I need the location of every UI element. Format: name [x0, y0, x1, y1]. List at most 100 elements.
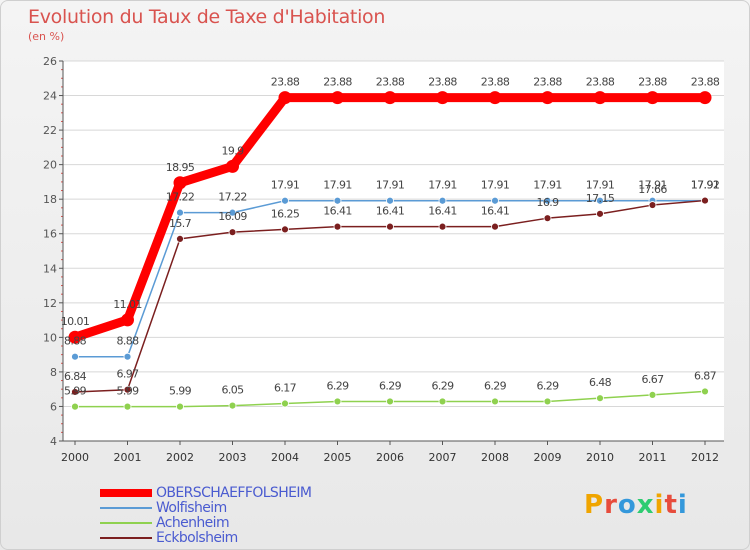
- data-point: [596, 394, 604, 403]
- data-point: [173, 176, 187, 190]
- logo-letter: r: [604, 490, 618, 520]
- data-point: [543, 397, 552, 406]
- logo-letter: i: [654, 490, 665, 520]
- data-point: [438, 397, 447, 406]
- y-tick-label: 18: [43, 193, 57, 206]
- data-label: 17.91: [376, 179, 405, 192]
- proxiti-logo: Proxiti: [584, 490, 688, 520]
- x-tick-label: 2001: [114, 451, 142, 464]
- data-label: 5.99: [116, 385, 139, 398]
- data-label: 6.29: [379, 379, 402, 392]
- y-tick-label: 14: [43, 262, 57, 275]
- legend-swatch: [100, 537, 152, 539]
- data-label: 17.91: [271, 179, 300, 192]
- x-tick-label: 2004: [271, 451, 299, 464]
- data-point: [543, 214, 552, 223]
- data-label: 16.09: [218, 210, 247, 223]
- data-point: [281, 399, 289, 408]
- data-label: 23.88: [376, 76, 405, 89]
- data-point: [646, 91, 659, 105]
- data-point: [541, 91, 554, 105]
- x-tick-label: 2008: [481, 451, 509, 464]
- legend-swatch: [100, 489, 152, 497]
- data-label: 5.99: [64, 385, 87, 398]
- data-point: [228, 208, 237, 217]
- logo-letter: t: [664, 490, 678, 520]
- y-tick-label: 6: [50, 400, 57, 413]
- y-tick-label: 8: [50, 366, 57, 379]
- data-point: [228, 228, 237, 237]
- data-point: [488, 91, 502, 105]
- data-point: [596, 209, 604, 218]
- data-label: 6.97: [116, 368, 139, 381]
- y-tick-label: 24: [43, 90, 57, 103]
- data-label: 23.88: [323, 76, 352, 89]
- legend-label: Wolfisheim: [156, 500, 227, 516]
- data-label: 6.17: [274, 382, 297, 395]
- x-tick-label: 2005: [324, 451, 352, 464]
- legend-label: Eckbolsheim: [156, 530, 238, 546]
- data-point: [491, 196, 499, 205]
- data-label: 17.15: [586, 192, 615, 205]
- data-label: 6.67: [641, 373, 664, 386]
- data-label: 6.29: [536, 379, 559, 392]
- logo-letter: x: [636, 490, 655, 520]
- data-point: [648, 390, 657, 399]
- data-point: [386, 397, 394, 406]
- y-tick-label: 4: [50, 435, 57, 448]
- y-tick-label: 12: [43, 297, 57, 310]
- data-label: 23.88: [638, 76, 667, 89]
- logo-letter: o: [617, 490, 637, 520]
- chart-subtitle: (en %): [28, 30, 65, 43]
- data-point: [596, 196, 604, 205]
- data-point: [176, 208, 184, 217]
- data-point: [68, 330, 82, 344]
- y-tick-label: 10: [43, 331, 57, 344]
- legend-label: Achenheim: [156, 515, 230, 531]
- data-point: [383, 91, 397, 105]
- data-label: 23.88: [428, 76, 457, 89]
- plot-area: [63, 61, 724, 441]
- data-label: 10.01: [61, 315, 90, 328]
- data-point: [281, 196, 289, 205]
- data-point: [331, 91, 344, 105]
- data-label: 17.92: [691, 179, 720, 192]
- data-label: 23.88: [481, 76, 510, 89]
- data-point: [333, 196, 342, 205]
- data-point: [121, 313, 134, 327]
- x-tick-label: 2002: [166, 451, 194, 464]
- legend-swatch: [100, 522, 152, 524]
- data-label: 6.29: [326, 379, 349, 392]
- data-label: 17.66: [638, 183, 667, 196]
- x-tick-label: 2011: [639, 451, 667, 464]
- data-point: [333, 397, 342, 406]
- data-point: [278, 91, 292, 105]
- logo-letter: P: [584, 490, 605, 520]
- brand-name: Proxiti: [584, 490, 688, 520]
- legend-label: OBERSCHAEFFOLSHEIM: [156, 485, 312, 501]
- data-point: [701, 387, 709, 396]
- data-point: [176, 402, 184, 411]
- data-label: 17.22: [166, 191, 195, 204]
- data-label: 17.91: [691, 179, 720, 192]
- y-tick-label: 16: [43, 228, 57, 241]
- data-point: [543, 196, 552, 205]
- data-point: [593, 91, 607, 105]
- legend-swatch: [100, 507, 152, 509]
- data-label: 17.91: [586, 179, 615, 192]
- y-tick-label: 22: [43, 124, 57, 137]
- data-point: [698, 91, 712, 105]
- data-point: [281, 225, 289, 234]
- data-label: 17.22: [218, 191, 247, 204]
- data-label: 8.88: [64, 335, 87, 348]
- data-label: 6.48: [589, 376, 612, 389]
- data-label: 17.91: [428, 179, 457, 192]
- x-tick-label: 2010: [586, 451, 614, 464]
- data-label: 16.41: [376, 205, 405, 218]
- data-point: [491, 397, 499, 406]
- data-label: 6.29: [484, 379, 507, 392]
- data-point: [333, 222, 342, 231]
- data-label: 17.91: [481, 179, 510, 192]
- data-label: 17.91: [533, 179, 562, 192]
- data-label: 8.88: [116, 335, 139, 348]
